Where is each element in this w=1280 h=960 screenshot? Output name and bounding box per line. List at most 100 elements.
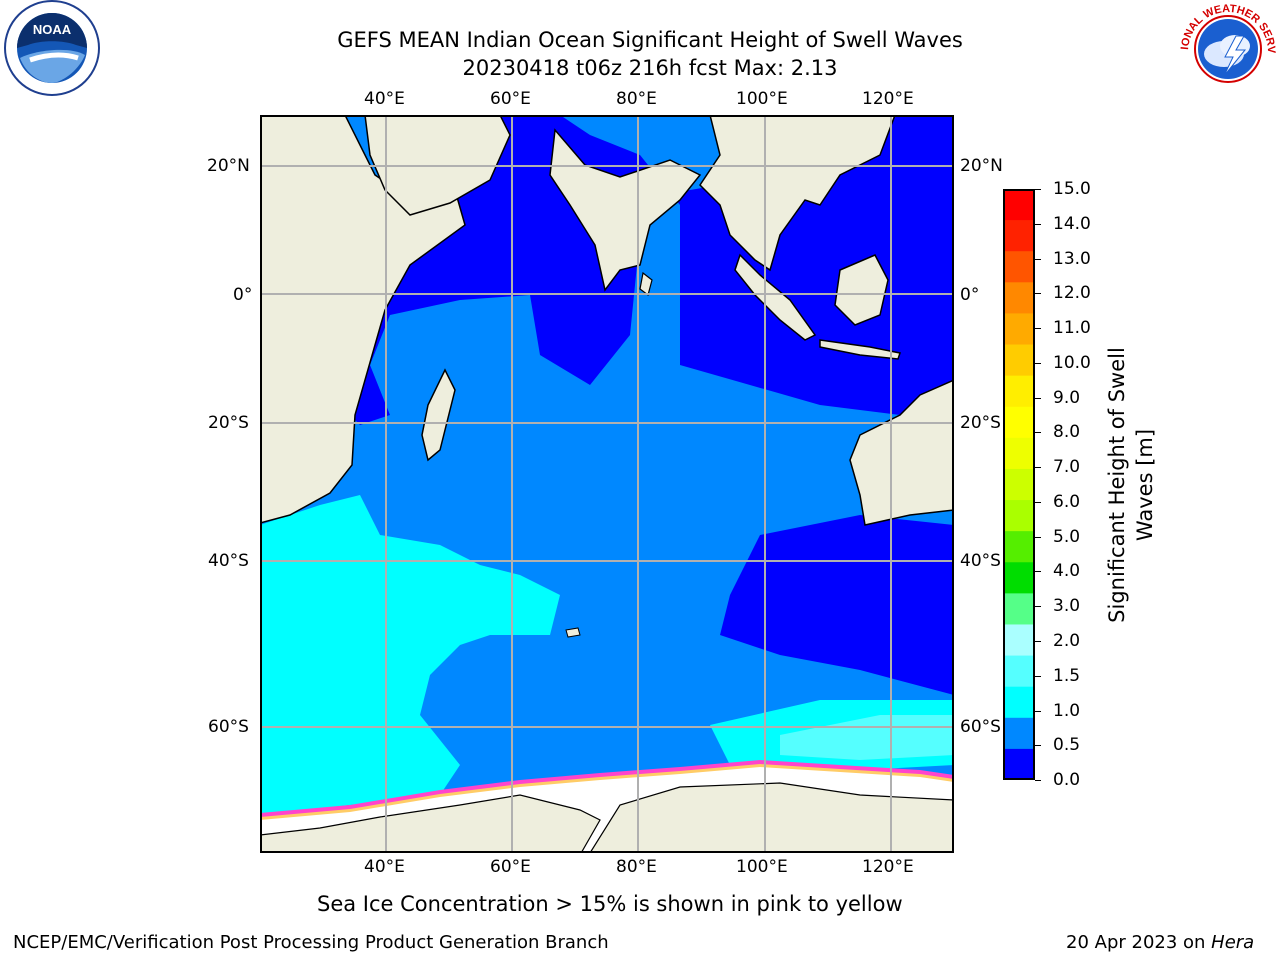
lat-label-right-0: 0° — [960, 285, 980, 305]
lon-label-top-40e: 40°E — [364, 89, 405, 109]
southeast-asia-land — [699, 114, 897, 272]
colorbar-swatch — [1003, 437, 1035, 470]
nws-logo: NATIONAL WEATHER SERVICE — [1171, 0, 1280, 100]
lon-label-top-120e: 120°E — [862, 89, 914, 109]
colorbar-swatch — [1003, 313, 1035, 346]
footer-date-text: 20 Apr 2023 on — [1066, 932, 1212, 953]
colorbar-tick-label: 3.0 — [1053, 596, 1081, 617]
lon-label-top-100e: 100°E — [736, 89, 788, 109]
lon-label-top-80e: 80°E — [616, 89, 657, 109]
colorbar-swatches — [1003, 189, 1035, 781]
sea-ice-note: Sea Ice Concentration > 15% is shown in … — [317, 892, 903, 916]
map-frame — [260, 115, 954, 853]
footer-machine: Hera — [1211, 932, 1255, 953]
india-land — [549, 128, 702, 292]
colorbar-tick-label: 5.0 — [1053, 526, 1081, 547]
lon-label-top-60e: 60°E — [490, 89, 531, 109]
noaa-logo: NOAA — [0, 0, 105, 100]
map-area[interactable] — [259, 114, 955, 856]
colorbar-ticks: 15.0 14.0 13.0 12.0 11.0 10.0 9.0 8.0 7.0 6.0 5.0 4… — [1035, 0, 1115, 800]
colorbar-swatch — [1003, 717, 1035, 750]
colorbar-swatch — [1003, 562, 1035, 594]
africa-land — [259, 114, 466, 524]
lon-label-bottom-60e: 60°E — [490, 857, 531, 877]
colorbar-tick-mark — [1035, 536, 1041, 538]
colorbar-swatch — [1003, 406, 1035, 439]
colorbar-tick-mark — [1035, 258, 1041, 260]
lat-label-right-60s: 60°S — [960, 717, 1001, 737]
colorbar-tick-label: 15.0 — [1053, 179, 1091, 199]
colorbar-tick-label: 4.0 — [1053, 561, 1081, 582]
colorbar-tick-label: 8.0 — [1053, 422, 1081, 443]
colorbar-swatch — [1003, 251, 1035, 283]
lat-label-left-40s: 40°S — [208, 551, 249, 571]
colorbar-tick-label: 1.5 — [1053, 665, 1081, 686]
svg-text:NOAA: NOAA — [33, 22, 72, 37]
colorbar-tick-label: 2.0 — [1053, 630, 1081, 651]
lon-label-bottom-80e: 80°E — [616, 857, 657, 877]
lon-label-bottom-120e: 120°E — [862, 857, 914, 877]
lat-label-right-20n: 20°N — [960, 156, 1003, 176]
colorbar-swatch — [1003, 220, 1035, 252]
colorbar-swatch — [1003, 282, 1035, 315]
lat-label-left-20s: 20°S — [208, 413, 249, 433]
colorbar-swatch — [1003, 375, 1035, 408]
lat-label-left-60s: 60°S — [208, 717, 249, 737]
colorbar-tick-label: 11.0 — [1053, 318, 1091, 339]
colorbar-tick-mark — [1035, 293, 1041, 295]
colorbar-tick-mark — [1035, 780, 1041, 781]
colorbar-tick-mark — [1035, 362, 1041, 364]
colorbar-tick-mark — [1035, 189, 1041, 190]
madagascar-land — [421, 368, 456, 462]
swell-band-1.0-1.5-southwest — [260, 495, 560, 815]
colorbar-swatch — [1003, 468, 1035, 501]
colorbar-swatch — [1003, 655, 1035, 688]
colorbar-tick-label: 1.0 — [1053, 700, 1081, 721]
lat-label-right-20s: 20°S — [960, 413, 1001, 433]
map-title: GEFS MEAN Indian Ocean Significant Heigh… — [337, 28, 963, 52]
java-land — [819, 339, 901, 360]
kerguelen-land — [565, 627, 581, 638]
colorbar-tick-mark — [1035, 606, 1041, 608]
australia-land — [849, 378, 955, 526]
colorbar-swatch — [1003, 624, 1035, 657]
colorbar-tick-mark — [1035, 397, 1041, 399]
colorbar-tick-label: 13.0 — [1053, 248, 1091, 269]
colorbar-tick-label: 10.0 — [1053, 352, 1091, 373]
colorbar-swatch — [1003, 686, 1035, 719]
colorbar-tick-label: 7.0 — [1053, 457, 1081, 478]
footer-branch: NCEP/EMC/Verification Post Processing Pr… — [13, 932, 609, 953]
sumatra-land — [734, 253, 817, 341]
lat-label-right-40s: 40°S — [960, 551, 1001, 571]
colorbar-tick-mark — [1035, 223, 1041, 225]
colorbar-label-line1: Significant Height of Swell — [1105, 347, 1129, 623]
colorbar-swatch — [1003, 748, 1035, 781]
colorbar-tick-mark — [1035, 571, 1041, 573]
colorbar-tick-label: 9.0 — [1053, 387, 1081, 408]
lon-label-bottom-100e: 100°E — [736, 857, 788, 877]
colorbar-tick-mark — [1035, 745, 1041, 747]
colorbar-tick-label: 14.0 — [1053, 213, 1091, 234]
lat-label-left-0: 0° — [233, 285, 253, 305]
colorbar-tick-label: 12.0 — [1053, 283, 1091, 304]
colorbar-swatch — [1003, 593, 1035, 626]
colorbar-tick-mark — [1035, 467, 1041, 469]
colorbar-tick-label: 0.0 — [1053, 770, 1081, 790]
colorbar-tick-mark — [1035, 501, 1041, 503]
colorbar-tick-mark — [1035, 675, 1041, 677]
lat-label-left-20n: 20°N — [207, 156, 250, 176]
colorbar-swatch — [1003, 189, 1035, 221]
colorbar-tick-mark — [1035, 432, 1041, 434]
colorbar — [1003, 189, 1035, 781]
lon-label-bottom-40e: 40°E — [364, 857, 405, 877]
colorbar-tick-mark — [1035, 328, 1041, 330]
borneo-land — [834, 254, 889, 326]
colorbar-tick-mark — [1035, 640, 1041, 642]
colorbar-swatch — [1003, 531, 1035, 563]
colorbar-label-line2: Waves [m] — [1133, 428, 1157, 542]
colorbar-swatch — [1003, 500, 1035, 532]
colorbar-tick-label: 6.0 — [1053, 491, 1081, 512]
colorbar-frame — [1003, 189, 1035, 780]
colorbar-tick-mark — [1035, 710, 1041, 712]
graticule — [260, 115, 954, 853]
